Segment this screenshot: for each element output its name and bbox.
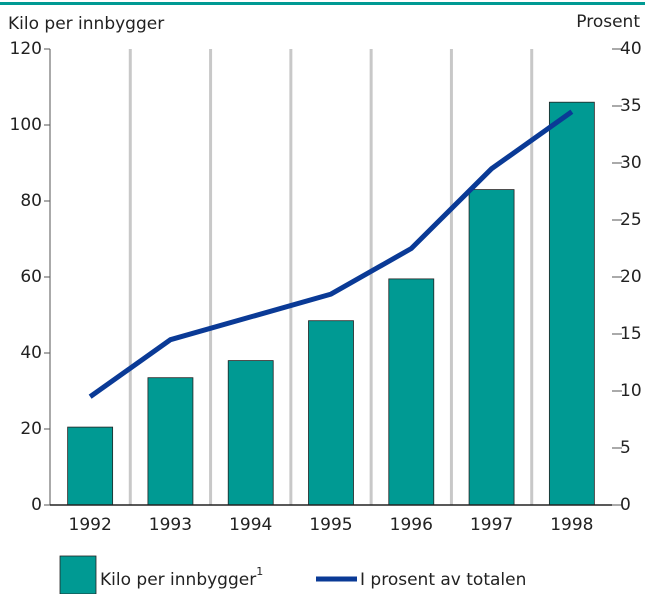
top-rule <box>0 2 645 5</box>
y-tick-label: 60 <box>20 267 42 287</box>
x-tick-label: 1997 <box>470 515 513 535</box>
legend-swatch <box>59 555 97 594</box>
y2-tick-label: 40 <box>620 39 642 59</box>
x-tick-label: 1998 <box>550 515 593 535</box>
line <box>88 109 574 399</box>
x-tick-label: 1993 <box>149 515 192 535</box>
y2-tick-label: 0 <box>620 495 631 515</box>
bar <box>227 360 274 506</box>
y2-tick-label: 10 <box>620 381 642 401</box>
bar <box>67 426 114 506</box>
bar <box>388 278 435 506</box>
x-tick-label: 1996 <box>390 515 433 535</box>
bar <box>548 101 595 506</box>
y2-tick-label: 35 <box>620 96 642 116</box>
x-tick-label: 1995 <box>309 515 352 535</box>
legend-label-text: Kilo per innbygger <box>100 570 256 590</box>
x-tick-label: 1992 <box>69 515 112 535</box>
y-axis-label: Kilo per innbygger <box>8 14 164 34</box>
y-tick-label: 100 <box>10 115 42 135</box>
y2-tick-label: 30 <box>620 153 642 173</box>
legend-footnote: 1 <box>256 565 263 578</box>
y-tick-label: 80 <box>20 191 42 211</box>
y2-tick-label: 25 <box>620 210 642 230</box>
x-tick-label: 1994 <box>229 515 272 535</box>
legend-label: Kilo per innbygger1 <box>100 565 263 590</box>
y-tick-label: 0 <box>31 495 42 515</box>
y-tick-label: 40 <box>20 343 42 363</box>
bar <box>308 320 354 506</box>
legend-label: I prosent av totalen <box>360 570 526 590</box>
y-tick-label: 120 <box>10 39 42 59</box>
y2-tick-label: 20 <box>620 267 642 287</box>
y2-tick-label: 5 <box>620 438 631 458</box>
y2-axis-label: Prosent <box>576 12 640 32</box>
y2-tick-label: 15 <box>620 324 642 344</box>
bar <box>147 377 194 506</box>
y-tick-label: 20 <box>20 419 42 439</box>
bar <box>468 189 515 506</box>
